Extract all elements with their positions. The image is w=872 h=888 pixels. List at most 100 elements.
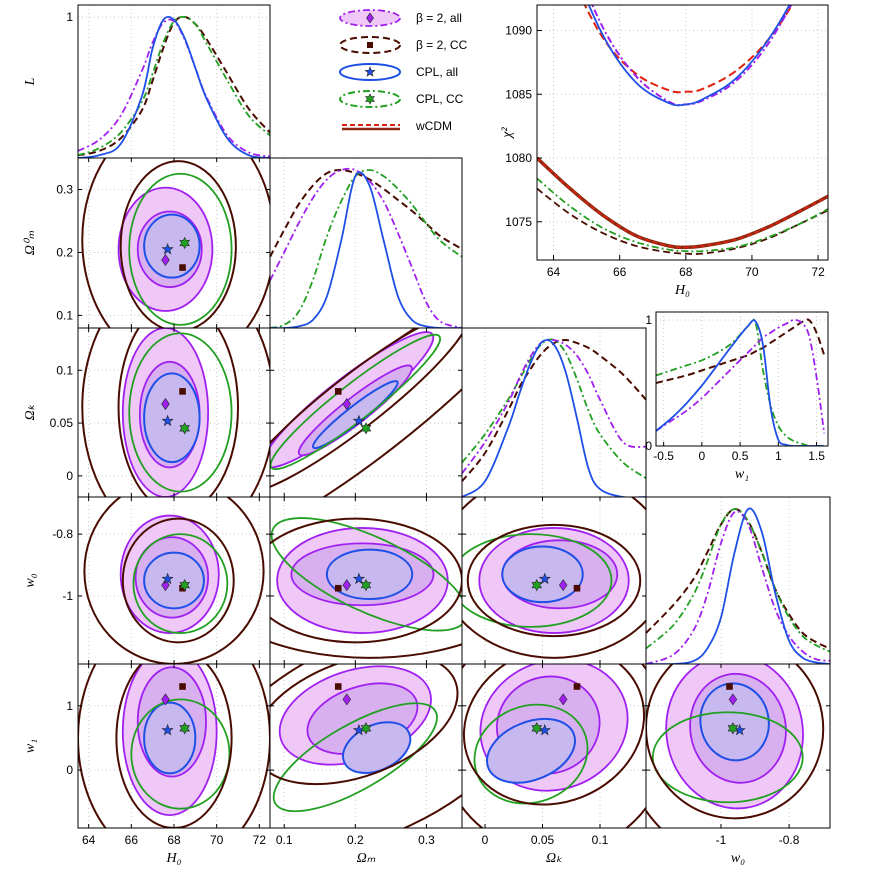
chi2-ytick: 1080 — [505, 151, 532, 165]
marginal-curve-beta-all — [646, 510, 830, 664]
w1-xtick: -0.5 — [653, 449, 674, 463]
panel-Om-w1 — [269, 663, 463, 829]
best-fit-beta-all — [728, 693, 738, 706]
marginal-curve-cpl-all — [78, 16, 270, 158]
x-axis-label-Om: Ωₘ — [357, 851, 376, 866]
best-fit-cpl-cc — [360, 422, 372, 435]
panel-H0-Om — [77, 157, 271, 329]
marginal-lines — [270, 167, 462, 328]
contour-cpl-cc — [128, 172, 233, 326]
y-tick-Ok: 0 — [66, 469, 73, 483]
best-fit-beta-cc — [726, 683, 733, 690]
contour-beta-cc — [270, 517, 462, 644]
chi2-xlabel: H₀ — [674, 283, 690, 298]
contour-layer — [270, 517, 462, 659]
marginal-w1-inset — [655, 311, 829, 447]
best-fit-cpl-all — [161, 242, 174, 255]
x-tick-Om: 0.2 — [347, 833, 364, 847]
best-fit-beta-all — [161, 579, 170, 592]
w1-ytick: 1 — [645, 313, 652, 327]
y-tick-Om0: 0.1 — [56, 308, 73, 322]
x-tick-Om: 0.3 — [418, 833, 435, 847]
chi2-ytick: 1090 — [505, 24, 532, 38]
marginal-w0 — [645, 496, 831, 665]
best-fit-beta-cc — [334, 388, 342, 395]
best-fit-beta-cc — [179, 264, 186, 271]
best-fit-beta-cc — [179, 388, 186, 395]
best-fit-beta-all — [342, 693, 352, 706]
panel-Om-Ok — [269, 327, 463, 498]
contour-layer — [78, 664, 270, 828]
contour-beta-cc — [462, 664, 646, 806]
y-tick-Ok: 0.05 — [50, 416, 74, 430]
best-fit-beta-all — [558, 579, 568, 592]
chi2-xtick: 70 — [745, 265, 759, 279]
contour-cpl-cc — [651, 711, 804, 804]
legend-marker — [365, 93, 375, 105]
marginal-curve-beta-cc — [270, 168, 462, 258]
best-fit-cpl-all — [352, 572, 365, 585]
marginal-lines — [78, 15, 270, 158]
best-fit-beta-all — [161, 398, 170, 411]
marginal-curve-cpl-cc — [270, 169, 462, 328]
y-tick-w1: 1 — [66, 699, 73, 713]
contour-layer — [270, 328, 462, 497]
contour-cpl-cc — [132, 533, 229, 634]
chi2-curve-beta-cc — [537, 187, 828, 255]
chi2-panel — [536, 4, 829, 261]
w1-xlabel: w₁ — [735, 467, 749, 482]
w1-xtick: 0.5 — [732, 449, 749, 463]
chi2-xtick: 72 — [811, 265, 825, 279]
chi2-xtick: 64 — [547, 265, 561, 279]
best-fit-beta-all — [342, 579, 352, 592]
marginal-curve-cpl-cc — [646, 508, 830, 653]
marginal-curve-beta-cc — [646, 508, 830, 650]
legend-label: β = 2, CC — [416, 38, 468, 52]
marginal-Ok — [461, 327, 647, 498]
contour-cpl-cc — [270, 333, 442, 471]
best-fit-beta-all — [558, 693, 568, 706]
y-tick-Om0: 0.3 — [56, 182, 73, 196]
x-tick-Ok: 0.05 — [531, 833, 555, 847]
best-fit-cpl-cc — [179, 236, 190, 250]
chi2-curve-wcdm-lower — [537, 157, 828, 249]
panel-w0-w1 — [645, 663, 831, 829]
x-tick-Ok: 0 — [482, 833, 489, 847]
contour-beta-cc — [119, 160, 237, 328]
panel-bg — [646, 497, 830, 664]
marginal-curve-beta-all — [78, 18, 270, 158]
y-axis-label-L: L — [23, 77, 38, 86]
best-fit-cpl-all — [161, 723, 174, 736]
best-fit-beta-cc — [334, 584, 342, 592]
best-fit-cpl-all — [538, 723, 551, 736]
contour-cpl-all — [325, 548, 414, 601]
best-fit-cpl-cc — [179, 422, 190, 435]
contour-beta-cc — [646, 664, 825, 820]
chi2-ytick: 1085 — [505, 87, 532, 101]
marginal-curve-cpl-cc — [78, 15, 270, 157]
x-tick-w0: -0.8 — [779, 833, 800, 847]
panel-H0-w0 — [77, 496, 271, 665]
w1-xtick: 0 — [699, 449, 706, 463]
best-fit-beta-all — [161, 253, 170, 267]
contour-cpl-cc — [128, 332, 233, 493]
best-fit-cpl-cc — [531, 722, 543, 735]
legend-item-beta-all: β = 2, all — [339, 9, 462, 27]
legend-marker — [364, 66, 376, 77]
x-tick-H0: 72 — [253, 833, 267, 847]
contour-cpl-cc — [462, 533, 613, 628]
marginal-curve-beta-cc — [462, 338, 646, 482]
contour-cpl-cc — [130, 698, 231, 810]
panel-frame — [645, 496, 831, 665]
y-tick-Ok: 0.1 — [56, 363, 73, 377]
legend-item-cpl-all: CPL, all — [339, 63, 458, 81]
contour-layer — [462, 664, 646, 828]
x-tick-H0: 64 — [82, 833, 96, 847]
marginal-lines — [646, 507, 830, 664]
x-axis-label-Ok: Ωₖ — [546, 851, 563, 866]
y-axis-label-w0: w₀ — [23, 573, 38, 587]
chi2-ylabel: χ² — [500, 127, 515, 140]
contour-beta-cc-outer — [462, 497, 646, 659]
contour-layer — [462, 497, 646, 659]
x-tick-H0: 66 — [125, 833, 139, 847]
